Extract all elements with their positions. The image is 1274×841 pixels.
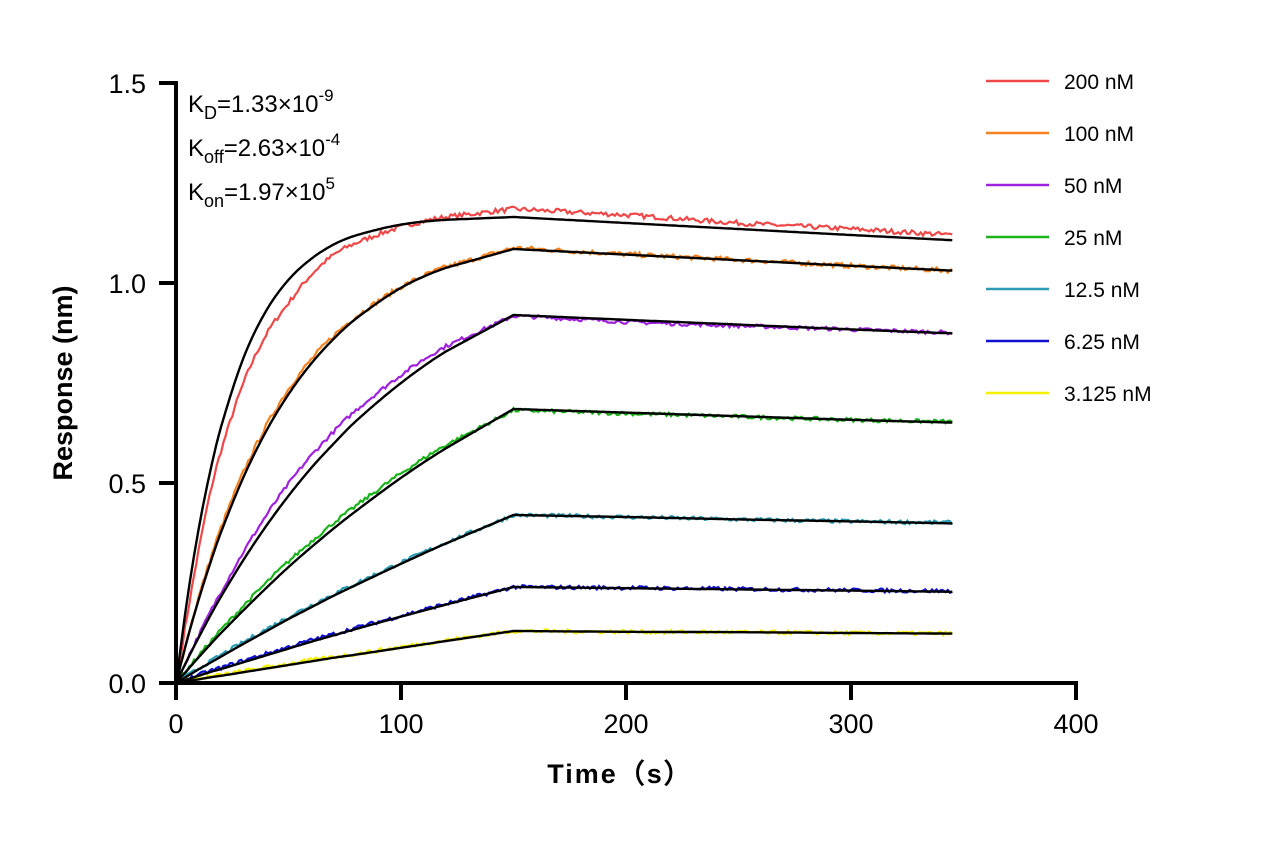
y-tick-label: 0.0 bbox=[108, 669, 146, 699]
legend-label: 25 nM bbox=[1064, 227, 1122, 250]
y-tick-label: 0.5 bbox=[108, 469, 146, 499]
legend-label: 200 nM bbox=[1064, 71, 1134, 94]
legend-label: 3.125 nM bbox=[1064, 383, 1152, 406]
fit-curve-50-nM bbox=[174, 313, 953, 684]
y-tick-label: 1.5 bbox=[108, 69, 146, 99]
legend-label: 12.5 nM bbox=[1064, 279, 1140, 302]
x-tick-label: 0 bbox=[168, 709, 183, 739]
legend-item: 100 nM bbox=[986, 123, 1134, 146]
x-tick-label: 100 bbox=[378, 709, 423, 739]
kinetic-constants: KD=1.33×10-9 Koff=2.63×10-4 Kon=1.97×105 bbox=[188, 86, 340, 211]
kinetic-constant-on: Kon=1.97×105 bbox=[188, 174, 335, 211]
legend-item: 6.25 nM bbox=[986, 331, 1140, 354]
x-axis-label: Time（s） bbox=[547, 759, 693, 789]
fit-curve-25-nM bbox=[175, 407, 953, 684]
kinetic-constant-D: KD=1.33×10-9 bbox=[188, 86, 334, 123]
fit-curve-200-nM bbox=[174, 215, 953, 684]
plot-area bbox=[174, 205, 954, 685]
y-tick-label: 1.0 bbox=[108, 269, 146, 299]
legend-label: 100 nM bbox=[1064, 123, 1134, 146]
x-tick-label: 200 bbox=[603, 709, 648, 739]
legend-label: 50 nM bbox=[1064, 175, 1122, 198]
data-series-50-nM bbox=[175, 313, 953, 684]
axes: 0 100 200 300 400 0.0 0.5 1.0 1.5 bbox=[108, 69, 1098, 739]
fit-curve-100-nM bbox=[174, 247, 953, 684]
fit-curve-6.25-nM bbox=[175, 585, 953, 685]
data-series-200-nM bbox=[174, 205, 953, 684]
fit-curve-3.125-nM bbox=[175, 629, 953, 685]
legend-item: 12.5 nM bbox=[986, 279, 1140, 302]
legend-label: 6.25 nM bbox=[1064, 331, 1140, 354]
data-series-25-nM bbox=[175, 406, 953, 684]
kinetic-constant-off: Koff=2.63×10-4 bbox=[188, 130, 340, 167]
data-series-3.125-nM bbox=[175, 628, 953, 685]
legend-item: 3.125 nM bbox=[986, 383, 1152, 406]
legend-item: 200 nM bbox=[986, 71, 1134, 94]
data-series-12.5-nM bbox=[175, 512, 954, 684]
legend: 200 nM 100 nM 50 nM 25 nM 12.5 nM 6.25 nM 3.12… bbox=[986, 71, 1152, 406]
x-tick-label: 400 bbox=[1053, 709, 1098, 739]
x-tick-label: 300 bbox=[828, 709, 873, 739]
legend-item: 25 nM bbox=[986, 227, 1122, 250]
fit-curve-12.5-nM bbox=[175, 513, 953, 685]
legend-item: 50 nM bbox=[986, 175, 1122, 198]
y-axis-label: Response (nm) bbox=[48, 285, 78, 480]
